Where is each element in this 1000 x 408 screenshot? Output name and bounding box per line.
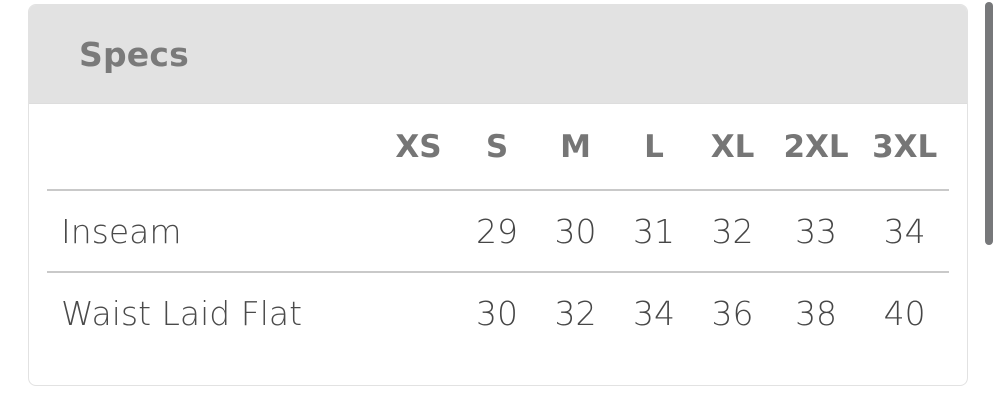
cell-inseam-xs (379, 190, 458, 273)
specs-card: Specs XS S M L XL (28, 4, 968, 386)
cell-waist-xs (379, 272, 458, 354)
row-label-inseam: Inseam (47, 190, 380, 273)
table-row: Inseam 29 30 31 32 33 34 (47, 190, 949, 273)
cell-inseam-3xl: 34 (860, 190, 949, 273)
column-header-blank (47, 104, 380, 191)
column-header-s: S (457, 104, 537, 191)
cell-waist-3xl: 40 (883, 294, 926, 333)
cell-inseam-m: 30 (536, 190, 615, 273)
column-header-m: M (536, 104, 615, 191)
column-header-xs: XS (379, 104, 458, 191)
page-title: Specs (79, 34, 189, 74)
cell-waist-2xl: 38 (795, 294, 838, 333)
cell-waist-s: 30 (475, 294, 518, 333)
table-body: Inseam 29 30 31 32 33 34 Waist Laid Flat… (47, 190, 949, 354)
specs-card-body: XS S M L XL 2XL 3XL Inseam 29 30 31 32 (29, 104, 967, 354)
column-header-xl: XL (693, 104, 772, 191)
page-scrollbar[interactable] (982, 0, 996, 408)
cell-waist-m: 32 (554, 294, 597, 333)
column-header-3xl: 3XL (860, 104, 949, 191)
header-row: XS S M L XL 2XL 3XL (47, 104, 949, 191)
cell-waist-xl: 36 (711, 294, 754, 333)
column-header-l: L (614, 104, 694, 191)
cell-inseam-l: 31 (614, 190, 694, 273)
size-chart-table: XS S M L XL 2XL 3XL Inseam 29 30 31 32 (47, 104, 949, 354)
table-header: XS S M L XL 2XL 3XL (47, 104, 949, 191)
specs-card-header: Specs (29, 5, 967, 104)
scrollbar-thumb[interactable] (985, 2, 993, 245)
cell-inseam-2xl: 33 (771, 190, 861, 273)
cell-inseam-xl: 32 (693, 190, 772, 273)
row-label-waist-laid-flat: Waist Laid Flat (61, 294, 303, 333)
cell-inseam-s: 29 (457, 190, 537, 273)
cell-waist-l: 34 (633, 294, 675, 333)
column-header-2xl: 2XL (771, 104, 861, 191)
table-row: Waist Laid Flat 30 32 34 36 38 40 (47, 272, 949, 354)
